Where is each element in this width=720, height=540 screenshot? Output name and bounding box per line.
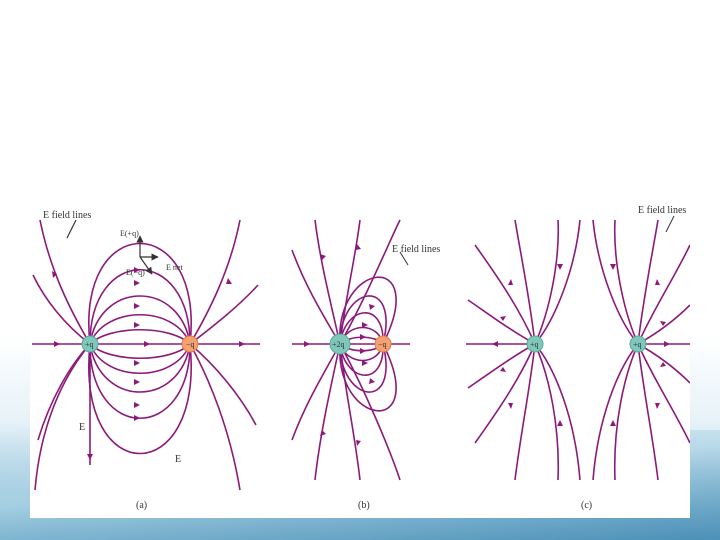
open-field-line — [34, 343, 91, 491]
open-field-line — [291, 249, 341, 345]
open-field-line — [189, 343, 257, 426]
field-line — [474, 343, 536, 444]
field-arrowheads — [304, 244, 375, 446]
charge-minus-q-label: −q — [186, 340, 195, 349]
open-field-line — [339, 343, 361, 481]
vector-e-label-bottom: E — [175, 454, 181, 465]
panel-a-caption: (a) — [136, 500, 147, 511]
panel-b-unequal-charges — [291, 219, 410, 481]
dipole-field-line — [89, 343, 191, 420]
field-line — [534, 219, 581, 345]
open-field-line — [339, 219, 401, 345]
dipole-field-line — [89, 343, 191, 374]
negative-charge — [181, 335, 199, 353]
open-field-line — [32, 274, 91, 345]
vector-e-net-label: E net — [166, 263, 183, 272]
field-line — [534, 343, 560, 481]
charge-plus-2q-label: +2q — [332, 340, 345, 349]
open-field-line — [39, 219, 91, 345]
label-leader-line — [665, 215, 675, 233]
field-line — [534, 343, 581, 481]
dipole-field-line — [339, 312, 384, 345]
field-line — [637, 343, 690, 444]
vector-e-label-left: E — [79, 422, 85, 433]
open-field-line — [339, 219, 361, 345]
open-field-line — [189, 284, 259, 345]
dipole-field-line — [339, 276, 397, 345]
field-line — [474, 244, 536, 345]
field-line — [592, 219, 639, 345]
dipole-field-line — [339, 343, 397, 412]
label-leader-line — [399, 251, 409, 266]
dipole-field-line — [339, 343, 384, 376]
open-field-line — [189, 343, 241, 491]
positive-charge — [526, 335, 544, 353]
panel-b-caption: (b) — [358, 500, 370, 511]
panel-a-field-lines-label: E field lines — [43, 210, 91, 221]
dipole-field-line — [89, 329, 191, 345]
positive-charge — [329, 333, 351, 355]
charge-plus-q-left-label: +q — [530, 340, 539, 349]
panel-b-field-lines-label: E field lines — [392, 244, 440, 255]
field-line — [514, 343, 536, 481]
label-leader-line — [66, 219, 77, 239]
charge-plus-q-label: +q — [85, 340, 94, 349]
charge-plus-q-right-label: +q — [633, 340, 642, 349]
field-line — [613, 343, 639, 481]
field-line — [592, 343, 639, 481]
field-line — [637, 343, 659, 481]
positive-charge — [81, 335, 99, 353]
vector-e-minus-arrow — [139, 256, 153, 275]
field-diagram-svg: E field lines E(+q) E(−q) E net E E +q −… — [32, 205, 690, 511]
vector-e-minus-label: E(−q) — [126, 268, 145, 277]
field-arrowheads — [52, 267, 245, 460]
charge-minus-q-label: −q — [378, 340, 387, 349]
dipole-field-line — [88, 343, 192, 455]
dipole-field-line — [89, 268, 191, 345]
panel-c-caption: (c) — [581, 500, 592, 511]
dipole-field-line — [88, 242, 192, 345]
field-line — [637, 219, 659, 345]
field-line — [613, 219, 639, 345]
panel-c-like-charges — [466, 219, 690, 481]
dipole-field-line — [89, 343, 191, 359]
dipole-field-line — [89, 314, 191, 345]
panel-c-field-lines-label: E field lines — [638, 205, 686, 216]
electric-field-figure: E field lines E(+q) E(−q) E net E E +q −… — [30, 190, 690, 518]
panel-a-dipole — [32, 219, 260, 491]
dipole-field-line — [89, 295, 191, 345]
vector-diagram — [66, 219, 159, 275]
open-field-line — [189, 219, 241, 345]
field-arrowheads — [492, 264, 670, 426]
negative-charge — [374, 335, 392, 353]
open-field-line — [339, 343, 401, 481]
field-line — [637, 244, 690, 345]
open-field-line — [314, 219, 341, 345]
dipole-field-line — [89, 343, 191, 393]
open-field-line — [314, 343, 341, 481]
field-line — [534, 219, 560, 345]
vector-e-plus-label: E(+q) — [120, 229, 139, 238]
positive-charge — [629, 335, 647, 353]
field-line — [514, 219, 536, 345]
open-field-line — [291, 343, 341, 441]
